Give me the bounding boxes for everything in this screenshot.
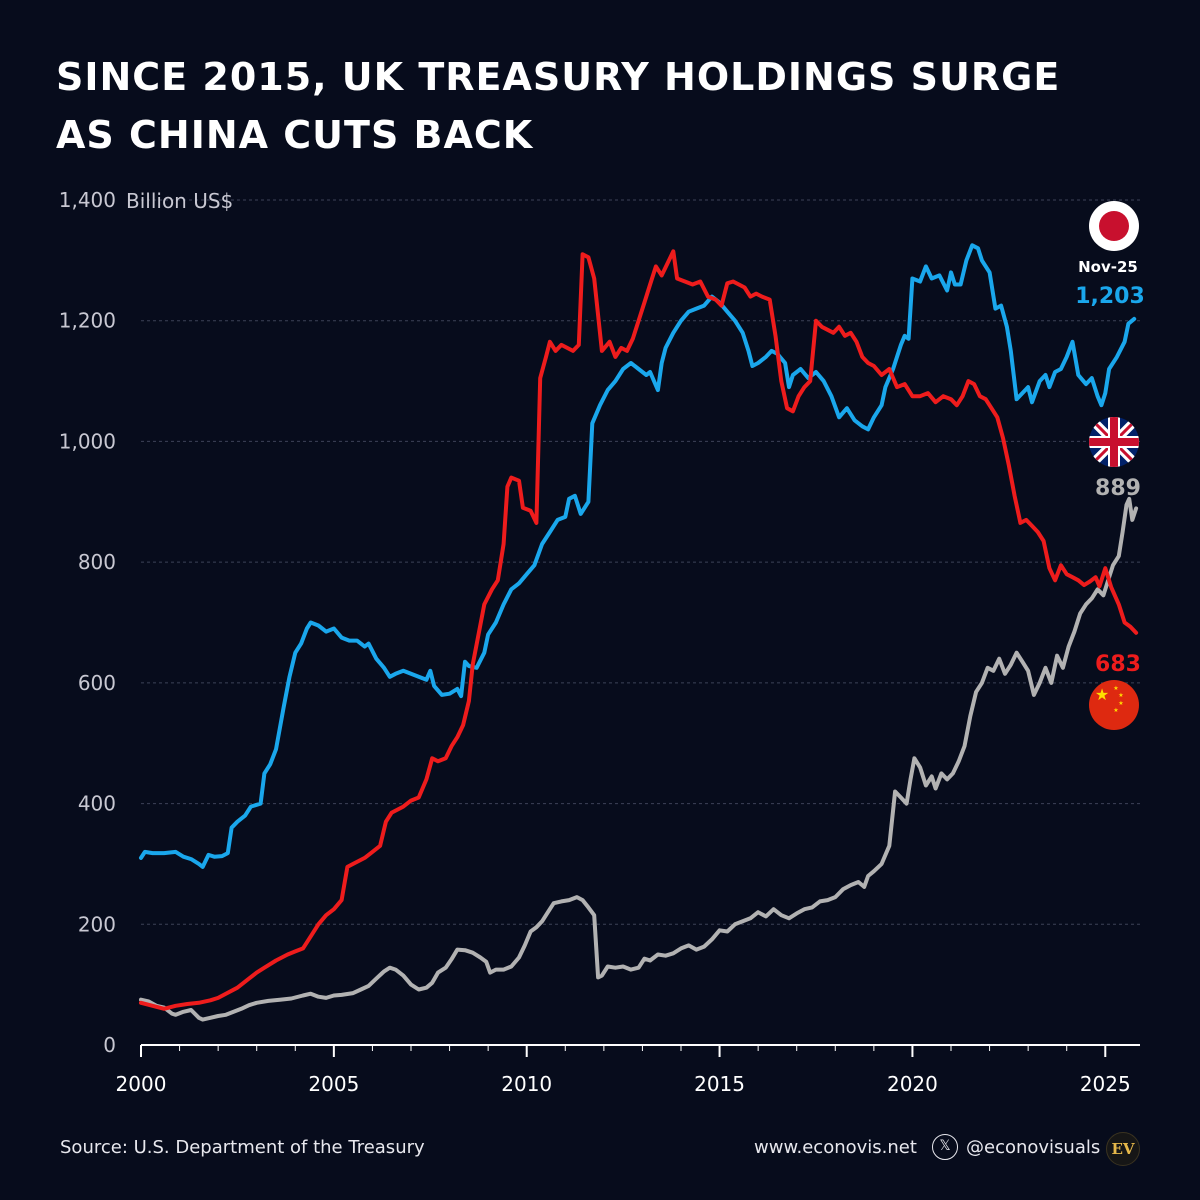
y-tick-label: 600	[78, 671, 116, 695]
x-tick-label: 2010	[501, 1072, 552, 1096]
chart-title-line-2: AS CHINA CUTS BACK	[56, 113, 534, 157]
series-line-china	[139, 249, 1139, 1011]
series-line-japan	[139, 243, 1137, 869]
y-tick-label: 1,400	[59, 188, 116, 212]
x-tick-label: 2005	[308, 1072, 359, 1096]
svg-text:★: ★	[1113, 707, 1118, 714]
source-note: Source: U.S. Department of the Treasury	[60, 1137, 425, 1158]
china-value-label: 683	[1095, 652, 1141, 677]
x-tick-label: 2020	[887, 1072, 938, 1096]
japan-flag-icon	[1089, 201, 1139, 251]
svg-text:★: ★	[1113, 685, 1118, 692]
y-tick-label: 1,000	[59, 429, 116, 453]
svg-text:★: ★	[1095, 685, 1109, 704]
y-tick-label: 1,200	[59, 309, 116, 333]
y-tick-label: 200	[78, 912, 116, 936]
x-logo-icon: 𝕏	[932, 1134, 958, 1160]
econovis-logo-icon: EV	[1106, 1132, 1140, 1166]
y-tick-label: 400	[78, 792, 116, 816]
y-tick-label: 800	[78, 550, 116, 574]
website-link[interactable]: www.econovis.net	[754, 1137, 917, 1158]
chart-title: SINCE 2015, UK TREASURY HOLDINGS SURGE A…	[56, 48, 1060, 164]
social-handle[interactable]: @econovisuals	[966, 1137, 1101, 1158]
x-tick-label: 2000	[116, 1072, 167, 1096]
china-flag-icon: ★ ★ ★ ★ ★	[1089, 680, 1139, 730]
svg-text:★: ★	[1118, 700, 1123, 707]
x-tick-label: 2025	[1080, 1072, 1131, 1096]
series-lines	[139, 243, 1139, 1022]
x-axis: 2000 2005 2010 2015 2020 2025	[116, 1044, 1140, 1096]
annotation-date: Nov-25	[1078, 258, 1138, 276]
japan-value-label: 1,203	[1075, 284, 1145, 309]
x-tick-label: 2015	[694, 1072, 745, 1096]
uk-value-label: 889	[1095, 476, 1141, 501]
line-chart: 0 200 400 600 800 1,000 1,200 1,400 2000 2005 201…	[59, 188, 1145, 1096]
chart-title-line-1: SINCE 2015, UK TREASURY HOLDINGS SURGE	[56, 55, 1061, 99]
svg-text:★: ★	[1118, 692, 1123, 699]
y-axis-label: Billion US$	[126, 189, 233, 213]
uk-flag-icon	[1089, 417, 1139, 467]
series-line-uk	[139, 496, 1139, 1022]
y-tick-label: 0	[103, 1033, 116, 1057]
y-axis: 0 200 400 600 800 1,000 1,200 1,400	[59, 188, 116, 1057]
